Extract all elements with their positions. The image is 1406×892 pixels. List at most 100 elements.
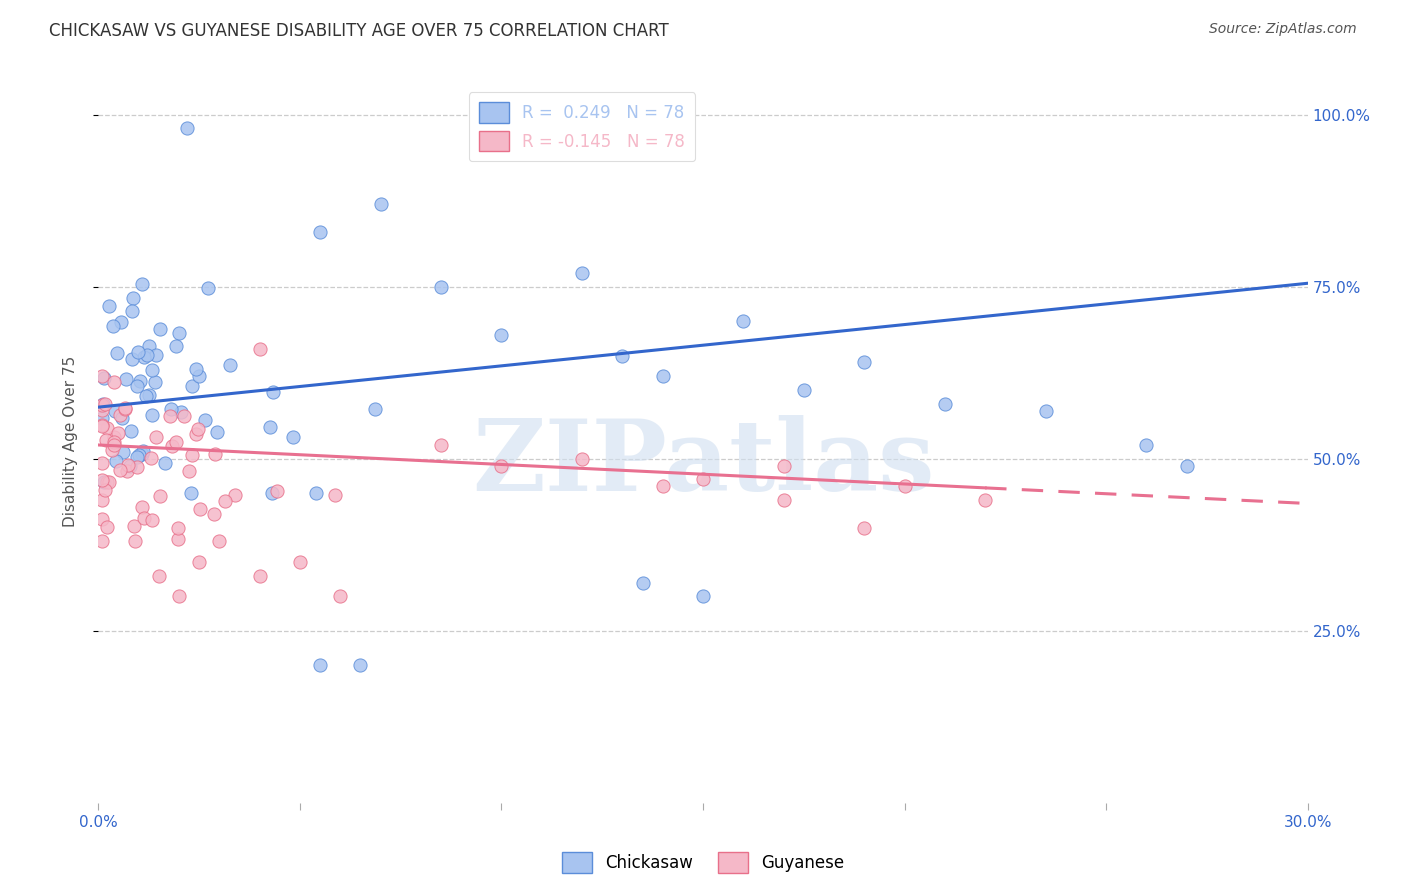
Point [853,520,876,534]
Point [103,434,125,449]
Point [184,426,207,441]
Point [167,590,190,604]
Point [108,463,131,477]
Point [91,473,114,487]
Point [204,508,226,522]
Point [125,379,148,393]
Point [91,368,114,383]
Point [187,422,209,436]
Point [631,575,654,590]
Point [91,403,114,417]
Point [692,472,714,486]
Point [103,429,125,443]
Point [127,450,149,464]
Point [188,555,211,569]
Point [733,314,755,328]
Point [136,348,159,362]
Point [170,405,193,419]
Point [131,500,153,514]
Point [149,489,172,503]
Point [125,460,148,475]
Point [173,409,195,423]
Point [219,358,242,372]
Point [91,456,114,470]
Point [93,397,115,411]
Point [96,420,118,434]
Point [107,345,129,359]
Point [141,513,163,527]
Point [204,446,226,460]
Point [364,401,387,416]
Point [281,430,304,444]
Point [107,425,129,440]
Point [93,397,115,411]
Point [176,121,198,136]
Text: CHICKASAW VS GUYANESE DISABILITY AGE OVER 75 CORRELATION CHART: CHICKASAW VS GUYANESE DISABILITY AGE OVE… [49,22,669,40]
Point [893,479,915,493]
Point [141,409,163,423]
Point [134,389,156,403]
Point [571,451,593,466]
Point [121,351,143,366]
Point [167,326,190,340]
Point [1175,458,1198,473]
Legend: R =  0.249   N = 78, R = -0.145   N = 78: R = 0.249 N = 78, R = -0.145 N = 78 [470,92,695,161]
Point [288,555,311,569]
Point [115,464,138,478]
Point [110,315,132,329]
Point [772,493,794,508]
Point [165,339,187,353]
Point [91,511,114,525]
Point [329,590,352,604]
Point [93,371,115,385]
Point [108,408,131,422]
Y-axis label: Disability Age Over 75: Disability Age Over 75 [63,356,77,527]
Point [121,304,143,318]
Point [91,411,114,425]
Point [122,291,145,305]
Point [167,521,190,535]
Point [141,363,163,377]
Point [651,369,673,384]
Point [91,493,114,508]
Point [145,430,167,444]
Point [612,349,634,363]
Point [197,281,219,295]
Point [309,658,332,673]
Point [165,435,187,450]
Point [208,534,231,549]
Point [160,439,183,453]
Point [104,454,127,468]
Point [159,409,181,423]
Point [934,397,956,411]
Point [96,520,118,534]
Point [349,658,371,673]
Point [96,475,118,490]
Point [98,475,121,489]
Point [1135,438,1157,452]
Point [93,475,115,489]
Point [793,383,815,397]
Point [127,344,149,359]
Point [325,488,347,502]
Text: Source: ZipAtlas.com: Source: ZipAtlas.com [1209,22,1357,37]
Point [205,425,228,439]
Point [249,342,271,356]
Point [103,375,125,389]
Point [262,385,284,400]
Point [177,464,200,478]
Point [138,388,160,402]
Point [491,458,513,473]
Point [101,319,124,334]
Point [114,372,136,386]
Point [145,348,167,362]
Point [132,443,155,458]
Point [430,438,453,452]
Point [91,419,114,434]
Point [370,197,392,211]
Point [224,488,246,502]
Point [1035,403,1057,417]
Point [180,486,202,500]
Point [131,277,153,292]
Point [134,350,156,364]
